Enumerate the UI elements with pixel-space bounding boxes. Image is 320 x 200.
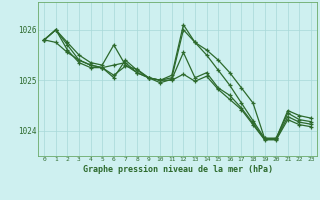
X-axis label: Graphe pression niveau de la mer (hPa): Graphe pression niveau de la mer (hPa) [83,165,273,174]
